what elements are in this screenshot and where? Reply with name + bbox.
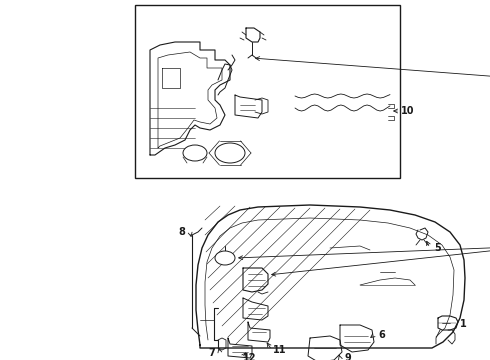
Text: 5: 5 <box>435 243 441 253</box>
Text: 1: 1 <box>460 319 466 329</box>
Text: 6: 6 <box>379 330 385 340</box>
Text: 11: 11 <box>273 345 287 355</box>
Text: 8: 8 <box>178 227 185 237</box>
Text: 9: 9 <box>344 353 351 360</box>
Bar <box>135 5 400 178</box>
Ellipse shape <box>215 251 235 265</box>
Ellipse shape <box>183 145 207 161</box>
Text: 7: 7 <box>209 348 216 358</box>
Text: 12: 12 <box>243 353 257 360</box>
Ellipse shape <box>215 143 245 163</box>
Text: 10: 10 <box>401 106 415 116</box>
